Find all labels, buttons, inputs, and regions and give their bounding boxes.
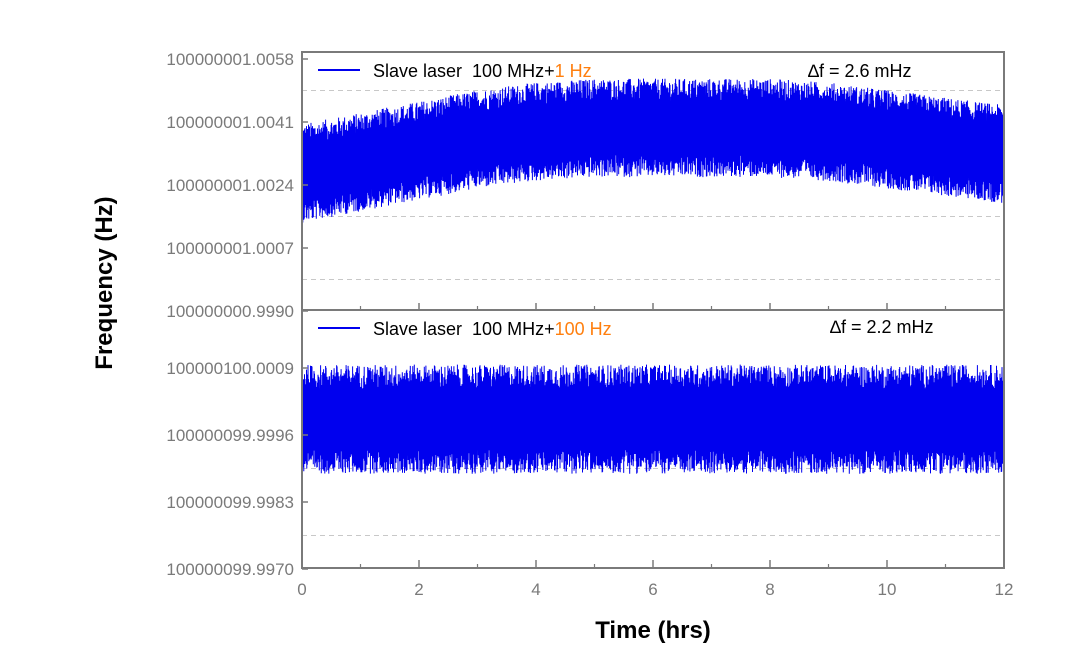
bottom-legend: Slave laser 100 MHz+100 Hz bbox=[318, 319, 612, 339]
top-y-tick-label: 100000001.0058 bbox=[166, 50, 294, 69]
x-tick-label: 12 bbox=[995, 580, 1014, 599]
axis-ticks: 100000001.0058 100000001.0041 100000001.00… bbox=[166, 50, 1013, 599]
x-tick-label: 0 bbox=[297, 580, 306, 599]
x-tick-label: 6 bbox=[648, 580, 657, 599]
bottom-y-tick-label: 100000099.9983 bbox=[166, 493, 294, 512]
bottom-series-line bbox=[301, 364, 1005, 474]
data-traces bbox=[301, 78, 1005, 474]
x-tick-label: 2 bbox=[414, 580, 423, 599]
top-legend: Slave laser 100 MHz+1 Hz bbox=[318, 61, 592, 81]
bottom-y-tick-label: 100000100.0009 bbox=[166, 359, 294, 378]
svg-text:Slave laser 100 MHz+1 Hz: Slave laser 100 MHz+1 Hz bbox=[373, 61, 592, 81]
bottom-y-tick-label: 100000099.9996 bbox=[166, 426, 294, 445]
bottom-legend-label: Slave laser 100 MHz+ bbox=[373, 319, 555, 339]
top-delta-f-annotation: ∆f = 2.6 mHz bbox=[808, 61, 912, 81]
top-y-tick-label: 100000000.9990 bbox=[166, 302, 294, 321]
x-axis-title: Time (hrs) bbox=[595, 617, 711, 644]
y-axis-title: Frequency (Hz) bbox=[91, 196, 118, 369]
top-y-tick-label: 100000001.0024 bbox=[166, 176, 294, 195]
x-tick-label: 4 bbox=[531, 580, 540, 599]
bottom-delta-f-annotation: ∆f = 2.2 mHz bbox=[830, 317, 934, 337]
bottom-y-tick-label: 100000099.9970 bbox=[166, 560, 294, 579]
x-tick-label: 10 bbox=[878, 580, 897, 599]
top-y-tick-label: 100000001.0041 bbox=[166, 113, 294, 132]
bottom-legend-highlight: 100 Hz bbox=[555, 319, 612, 339]
top-legend-label: Slave laser 100 MHz+ bbox=[373, 61, 555, 81]
x-tick-label: 8 bbox=[765, 580, 774, 599]
top-legend-highlight: 1 Hz bbox=[555, 61, 592, 81]
top-y-tick-label: 100000001.0007 bbox=[166, 239, 294, 258]
svg-text:Slave laser 100 MHz+100 Hz: Slave laser 100 MHz+100 Hz bbox=[373, 319, 612, 339]
top-series-line bbox=[301, 78, 1005, 223]
